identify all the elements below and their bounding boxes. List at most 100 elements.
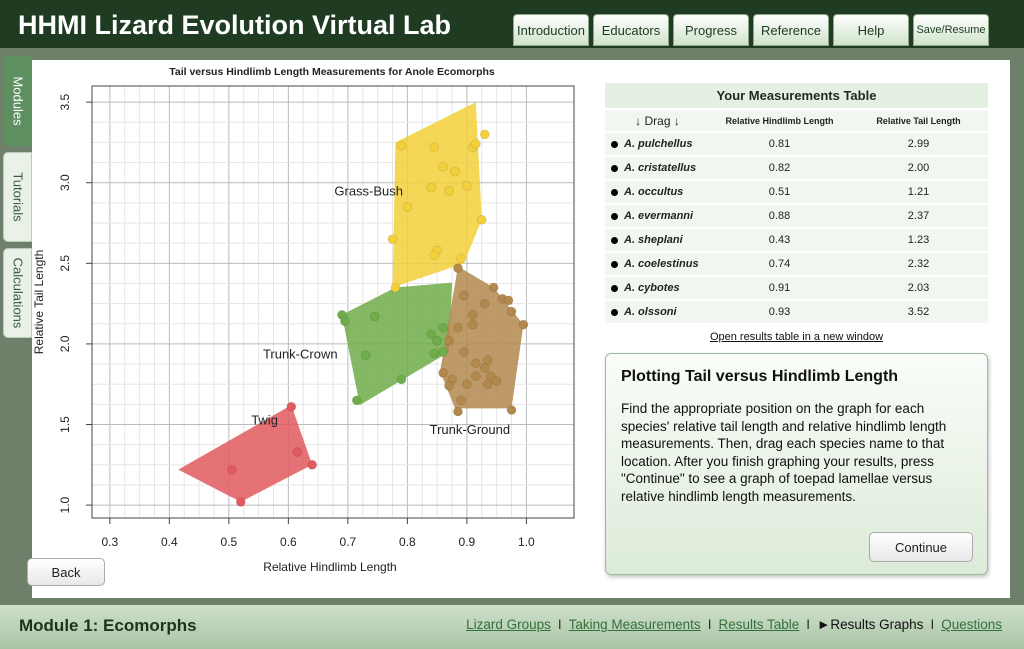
continue-button[interactable]: Continue (869, 532, 973, 562)
point-grass-bush (476, 214, 487, 225)
point-grass-bush (387, 234, 398, 244)
point-grass-bush (438, 161, 448, 172)
point-trunk-crown (429, 348, 439, 359)
plot-border (91, 85, 575, 519)
draggable-species-label[interactable]: A. cybotes (605, 277, 710, 299)
point-trunk-crown (396, 374, 407, 385)
tab-calculations[interactable]: Calculations (3, 248, 32, 338)
point-trunk-crown (360, 350, 371, 360)
point-grass-bush (479, 129, 490, 140)
group-label-twig: Twig (251, 413, 278, 428)
draggable-species-label[interactable]: A. occultus (605, 181, 710, 203)
draggable-species-label[interactable]: A. cristatellus (605, 157, 710, 179)
footer-nav: Lizard Groups I Taking Measurements I Re… (466, 617, 1002, 632)
measurements-table: ↓ Drag ↓ Relative Hindlimb Length Relati… (605, 108, 988, 325)
point-trunk-ground (468, 319, 478, 330)
species-name: A. coelestinus (624, 258, 699, 270)
y-axis-label: Relative Tail Length (32, 250, 46, 355)
tail-value: 2.99 (849, 133, 988, 155)
nav-results-graphs-current: ►Results Graphs (817, 617, 923, 632)
group-label-trunk-ground: Trunk-Ground (430, 422, 510, 437)
open-results-table-link[interactable]: Open results table in a new window (709, 331, 884, 343)
species-name: A. cybotes (624, 282, 680, 294)
point-grass-bush (429, 250, 439, 261)
point-trunk-ground (438, 368, 448, 378)
reference-button[interactable]: Reference (753, 14, 829, 46)
draggable-species-label[interactable]: A. sheplani (605, 229, 710, 251)
hindlimb-value: 0.43 (710, 229, 849, 251)
hull-grass-bush (392, 102, 482, 288)
table-row: A. olssoni 0.93 3.52 (605, 301, 988, 323)
group-label-trunk-crown: Trunk-Crown (263, 346, 338, 361)
help-button[interactable]: Help (833, 14, 909, 46)
nav-questions[interactable]: Questions (941, 617, 1002, 632)
back-button[interactable]: Back (27, 558, 105, 586)
tab-tutorials-label: Tutorials (10, 172, 25, 222)
point-grass-bush (429, 142, 439, 153)
tail-value: 1.21 (849, 181, 988, 203)
group-labels: Grass-Bush Trunk-Crown Trunk-Ground Twig (251, 184, 510, 438)
hindlimb-value: 0.74 (710, 253, 849, 275)
point-trunk-ground (518, 319, 529, 330)
point-trunk-crown (438, 322, 448, 333)
point-trunk-ground (479, 298, 490, 309)
hindlimb-value: 0.51 (710, 181, 849, 203)
point-trunk-ground (459, 290, 469, 301)
species-name: A. evermanni (624, 210, 694, 222)
point-grass-bush (456, 253, 466, 264)
draggable-species-label[interactable]: A. olssoni (605, 301, 710, 323)
nav-taking-measurements[interactable]: Taking Measurements (568, 617, 701, 632)
point-trunk-ground (444, 335, 454, 346)
tab-modules[interactable]: Modules (3, 56, 32, 146)
module-title: Module 1: Ecomorphs (19, 616, 197, 635)
species-name: A. cristatellus (624, 162, 697, 174)
x-tick-label: 0.8 (399, 535, 416, 549)
tab-tutorials[interactable]: Tutorials (3, 152, 32, 242)
point-grass-bush (426, 182, 436, 193)
point-trunk-ground (468, 310, 478, 320)
point-trunk-ground (471, 358, 481, 369)
point-grass-bush (444, 185, 454, 196)
hindlimb-column-header: Relative Hindlimb Length (710, 110, 849, 131)
introduction-button[interactable]: Introduction (513, 14, 589, 46)
footer-bar: Module 1: Ecomorphs Lizard Groups I Taki… (0, 605, 1024, 649)
progress-button[interactable]: Progress (673, 14, 749, 46)
measurements-table-panel: Your Measurements Table ↓ Drag ↓ Relativ… (605, 83, 988, 343)
instructions-heading: Plotting Tail versus Hindlimb Length (621, 368, 899, 385)
tail-value: 2.37 (849, 205, 988, 227)
point-trunk-ground (503, 295, 514, 306)
x-tick-label: 0.4 (161, 535, 178, 549)
point-trunk-crown (369, 311, 380, 322)
draggable-species-label[interactable]: A. evermanni (605, 205, 710, 227)
save-resume-button[interactable]: Save/Resume (913, 14, 989, 46)
table-header-row: ↓ Drag ↓ Relative Hindlimb Length Relati… (605, 110, 988, 131)
hindlimb-value: 0.82 (710, 157, 849, 179)
educators-button[interactable]: Educators (593, 14, 669, 46)
x-tick-label: 0.6 (280, 535, 297, 549)
point-trunk-ground (453, 263, 463, 273)
species-name: A. olssoni (624, 306, 677, 318)
point-grass-bush (396, 140, 407, 151)
species-name: A. occultus (624, 186, 684, 198)
draggable-species-label[interactable]: A. pulchellus (605, 133, 710, 155)
chart-area[interactable]: Tail versus Hindlimb Length Measurements… (32, 60, 592, 598)
table-row: A. occultus 0.51 1.21 (605, 181, 988, 203)
point-grass-bush (462, 181, 472, 191)
point-trunk-crown (438, 347, 448, 357)
group-label-grass-bush: Grass-Bush (334, 184, 403, 199)
draggable-species-label[interactable]: A. coelestinus (605, 253, 710, 275)
scatter-chart[interactable]: Tail versus Hindlimb Length Measurements… (32, 60, 592, 598)
table-row: A. pulchellus 0.81 2.99 (605, 133, 988, 155)
chart-title: Tail versus Hindlimb Length Measurements… (169, 66, 495, 78)
current-page-arrow-icon: ► (817, 617, 831, 632)
table-row: A. evermanni 0.88 2.37 (605, 205, 988, 227)
table-row: A. cristatellus 0.82 2.00 (605, 157, 988, 179)
point-trunk-ground (488, 282, 499, 293)
nav-results-table[interactable]: Results Table (718, 617, 800, 632)
point-trunk-ground (491, 376, 502, 386)
point-trunk-crown (426, 329, 436, 340)
point-grass-bush (471, 139, 481, 149)
y-tick-label: 1.5 (58, 416, 72, 433)
species-dot-icon (611, 236, 618, 244)
nav-lizard-groups[interactable]: Lizard Groups (466, 617, 551, 632)
